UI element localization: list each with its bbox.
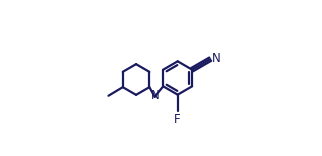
Text: F: F xyxy=(175,113,181,126)
Text: N: N xyxy=(212,52,220,65)
Text: N: N xyxy=(151,89,159,102)
